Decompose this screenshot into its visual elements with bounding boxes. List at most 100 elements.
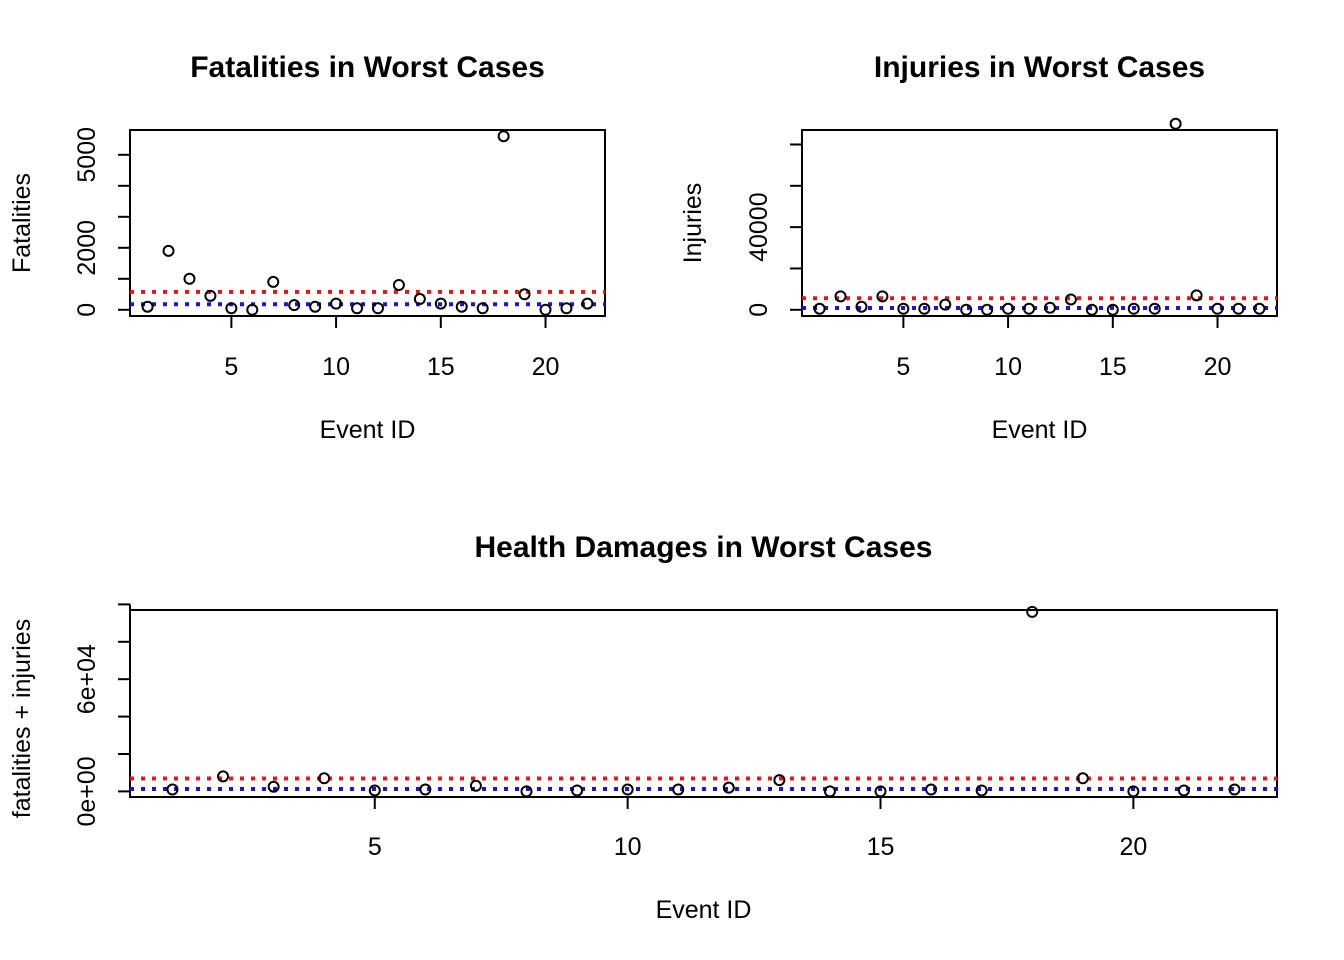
data-point — [1232, 302, 1245, 315]
data-point — [925, 783, 938, 796]
x-tick-label: 5 — [896, 353, 910, 381]
y-tick-label: 5000 — [73, 127, 101, 183]
x-tick-label: 15 — [427, 353, 455, 381]
data-point — [288, 299, 301, 312]
y-axis-label: Fatalities — [8, 173, 36, 273]
data-point — [939, 298, 952, 311]
data-point — [166, 783, 179, 796]
fatalities-panel: Fatalities in Worst Cases 5 10 15 20 Event ID… — [8, 51, 606, 444]
data-point — [217, 770, 230, 783]
data-point — [520, 785, 533, 798]
data-point — [1127, 785, 1140, 798]
data-point — [823, 785, 836, 798]
x-tick-label: 20 — [1204, 353, 1232, 381]
data-point — [1127, 302, 1140, 315]
data-point — [975, 784, 988, 797]
x-tick-label: 10 — [322, 353, 350, 381]
data-point — [1026, 605, 1039, 618]
plot-frame — [129, 129, 606, 317]
x-tick-label: 15 — [1099, 353, 1127, 381]
y-tick-label: 40000 — [745, 192, 773, 262]
x-tick-label: 5 — [224, 353, 238, 381]
data-point — [183, 272, 196, 285]
data-point — [1085, 303, 1098, 316]
data-point — [518, 288, 531, 301]
data-point — [413, 292, 426, 305]
y-tick-label: 0 — [73, 303, 101, 317]
data-point — [571, 784, 584, 797]
x-axis-label: Event ID — [656, 896, 752, 924]
data-point — [834, 290, 847, 303]
data-point — [1148, 302, 1161, 315]
data-point — [1190, 289, 1203, 302]
data-point — [1064, 293, 1077, 306]
x-tick-label: 5 — [368, 833, 382, 861]
data-point — [204, 289, 217, 302]
health-damages-panel: Health Damages in Worst Cases 5 10 15 20 Even… — [8, 531, 1278, 924]
data-point — [621, 783, 634, 796]
data-point — [434, 297, 447, 310]
data-point — [419, 783, 432, 796]
data-point — [309, 300, 322, 313]
data-point — [1076, 772, 1089, 785]
data-point — [368, 784, 381, 797]
data-point — [1228, 783, 1241, 796]
data-point — [581, 297, 594, 310]
data-point — [773, 774, 786, 787]
data-point — [267, 275, 280, 288]
y-tick-label: 6e+04 — [73, 644, 101, 714]
y-tick-label: 0 — [745, 303, 773, 317]
data-point — [330, 297, 343, 310]
data-point — [469, 779, 482, 792]
data-point — [392, 279, 405, 291]
data-point — [1023, 302, 1036, 315]
chart-title: Health Damages in Worst Cases — [475, 531, 933, 564]
data-point — [371, 302, 384, 315]
data-point — [497, 130, 510, 143]
y-axis-label: fatalities + injuries — [8, 619, 36, 818]
x-tick-label: 20 — [1119, 833, 1147, 861]
data-point — [874, 785, 887, 798]
data-point — [1002, 302, 1015, 315]
data-point — [1177, 784, 1190, 797]
plot-frame — [801, 129, 1278, 317]
x-tick-label: 10 — [614, 833, 642, 861]
x-axis-label: Event ID — [320, 416, 416, 444]
data-point — [225, 302, 238, 315]
data-point — [267, 780, 280, 793]
data-point — [351, 302, 364, 315]
y-tick-label: 0e+00 — [73, 756, 101, 826]
data-point — [560, 302, 573, 315]
data-point — [918, 302, 931, 315]
data-point — [1253, 302, 1266, 315]
data-point — [981, 303, 994, 316]
data-point — [1106, 303, 1119, 316]
data-point — [1211, 302, 1224, 315]
x-tick-label: 15 — [867, 833, 895, 861]
data-point — [855, 300, 868, 313]
data-point — [539, 303, 552, 316]
injuries-panel: Injuries in Worst Cases 5 10 15 20 Event ID 0 4… — [679, 51, 1278, 444]
data-point — [722, 781, 735, 794]
data-point — [876, 290, 889, 303]
data-point — [1169, 117, 1182, 130]
data-point — [476, 302, 489, 315]
data-point — [813, 302, 826, 315]
data-point — [455, 300, 468, 313]
x-tick-label: 20 — [532, 353, 560, 381]
data-point — [162, 244, 175, 257]
data-point — [318, 772, 331, 785]
y-tick-label: 2000 — [73, 220, 101, 276]
y-axis-label: Injuries — [679, 183, 707, 264]
data-point — [672, 783, 685, 796]
data-point — [960, 303, 973, 316]
chart-title: Injuries in Worst Cases — [874, 51, 1205, 84]
data-point — [1043, 301, 1056, 314]
chart-title: Fatalities in Worst Cases — [190, 51, 545, 84]
x-axis-label: Event ID — [992, 416, 1088, 444]
data-point — [897, 302, 910, 315]
data-point — [141, 300, 154, 313]
data-point — [246, 303, 259, 316]
x-tick-label: 10 — [994, 353, 1022, 381]
